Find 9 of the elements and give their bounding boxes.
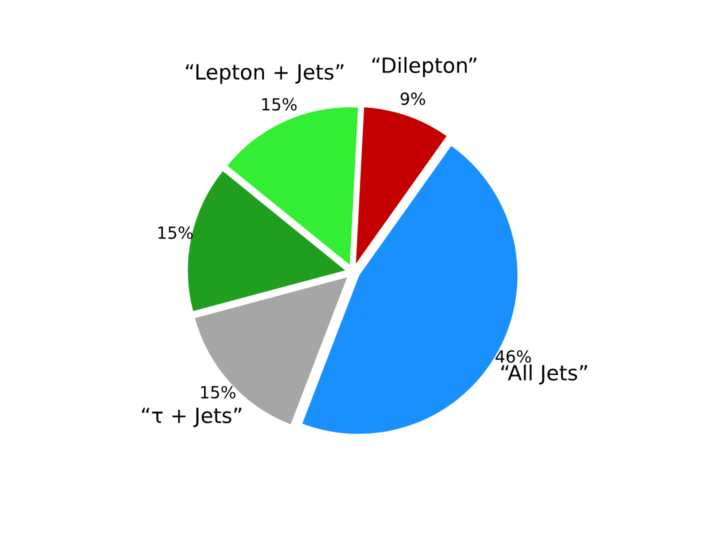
slice-label: “All Jets” bbox=[501, 364, 588, 384]
slice-label: “Dilepton” bbox=[372, 56, 476, 78]
data-label: 46% bbox=[496, 350, 531, 363]
data-label: 9% bbox=[400, 92, 426, 106]
data-label: 15% bbox=[158, 226, 193, 240]
slice-label: “Lepton + Jets” bbox=[186, 64, 344, 84]
slice-label: “τ + Jets” bbox=[142, 408, 242, 428]
data-label: 15% bbox=[201, 386, 236, 399]
data-label: 15% bbox=[262, 98, 297, 111]
